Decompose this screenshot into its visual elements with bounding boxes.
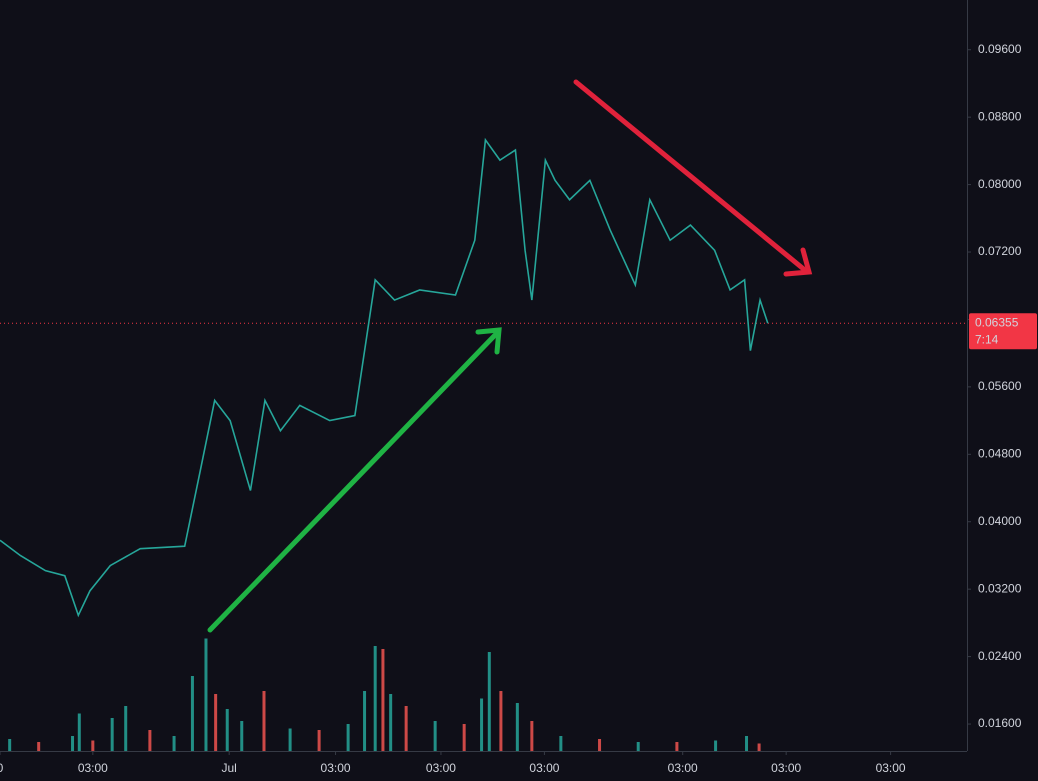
x-tick-label: 03:00 bbox=[426, 761, 456, 775]
volume-bar bbox=[433, 721, 437, 751]
y-tick-label: 0.01600 bbox=[978, 716, 1022, 730]
volume-bar bbox=[148, 730, 152, 751]
price-line bbox=[0, 137, 769, 618]
volume-bar bbox=[262, 691, 266, 751]
volume-bar bbox=[204, 638, 208, 751]
y-tick-label: 0.04800 bbox=[978, 446, 1022, 460]
volume-bar bbox=[346, 724, 350, 751]
volume-bar bbox=[757, 743, 761, 751]
y-tick-label: 0.04000 bbox=[978, 514, 1022, 528]
volume-bar bbox=[110, 718, 114, 751]
volume-bar bbox=[389, 694, 393, 751]
x-tick-label: 03:00 bbox=[771, 761, 801, 775]
volume-bar bbox=[381, 649, 385, 751]
volume-bar bbox=[499, 691, 503, 751]
volume-bar bbox=[373, 646, 377, 751]
y-tick-label: 0.05600 bbox=[978, 379, 1022, 393]
volume-bar bbox=[124, 706, 128, 751]
volume-bar bbox=[675, 742, 679, 751]
volume-bar bbox=[77, 713, 81, 751]
last-price-label: 0.06355 bbox=[975, 315, 1019, 329]
x-tick-label: 03:00 bbox=[321, 761, 351, 775]
volume-bar bbox=[714, 740, 718, 751]
volume-bar bbox=[71, 736, 75, 751]
volume-bar bbox=[530, 721, 534, 751]
x-tick-label: 03:00 bbox=[876, 761, 906, 775]
volume-bar bbox=[8, 739, 12, 751]
volume-bar bbox=[91, 740, 95, 751]
volume-bar bbox=[190, 676, 194, 751]
countdown-label: 7:14 bbox=[975, 332, 999, 346]
volume-bar bbox=[404, 706, 408, 751]
volume-bar bbox=[240, 721, 244, 751]
volume-bar bbox=[480, 698, 484, 751]
last-price-badge bbox=[969, 313, 1037, 350]
volume-bar bbox=[288, 728, 292, 751]
y-tick-label: 0.08000 bbox=[978, 177, 1022, 191]
volume-bar bbox=[225, 709, 229, 751]
volume-bar bbox=[317, 730, 321, 751]
up-arrow bbox=[207, 327, 502, 633]
y-tick-label: 0.08800 bbox=[978, 109, 1022, 123]
volume-bar bbox=[559, 736, 563, 751]
y-tick-label: 0.07200 bbox=[978, 244, 1022, 258]
volume-bar bbox=[363, 691, 367, 751]
x-tick-label: Jul bbox=[222, 761, 237, 775]
down-arrow bbox=[573, 79, 813, 277]
volume-bar bbox=[462, 724, 466, 751]
volume-bar bbox=[598, 739, 602, 751]
y-tick-label: 0.02400 bbox=[978, 649, 1022, 663]
x-tick-label: 0 bbox=[0, 761, 4, 775]
volume-bar bbox=[172, 736, 176, 751]
volume-bar bbox=[487, 652, 491, 751]
volume-bar bbox=[515, 703, 519, 751]
volume-bar bbox=[37, 742, 41, 751]
volume-bar bbox=[745, 736, 749, 751]
x-tick-label: 03:00 bbox=[668, 761, 698, 775]
y-tick-label: 0.03200 bbox=[978, 581, 1022, 595]
y-tick-label: 0.09600 bbox=[978, 42, 1022, 56]
x-tick-label: 03:00 bbox=[78, 761, 108, 775]
x-tick-label: 03:00 bbox=[529, 761, 559, 775]
volume-bar bbox=[214, 694, 218, 751]
volume-bar bbox=[636, 742, 640, 751]
